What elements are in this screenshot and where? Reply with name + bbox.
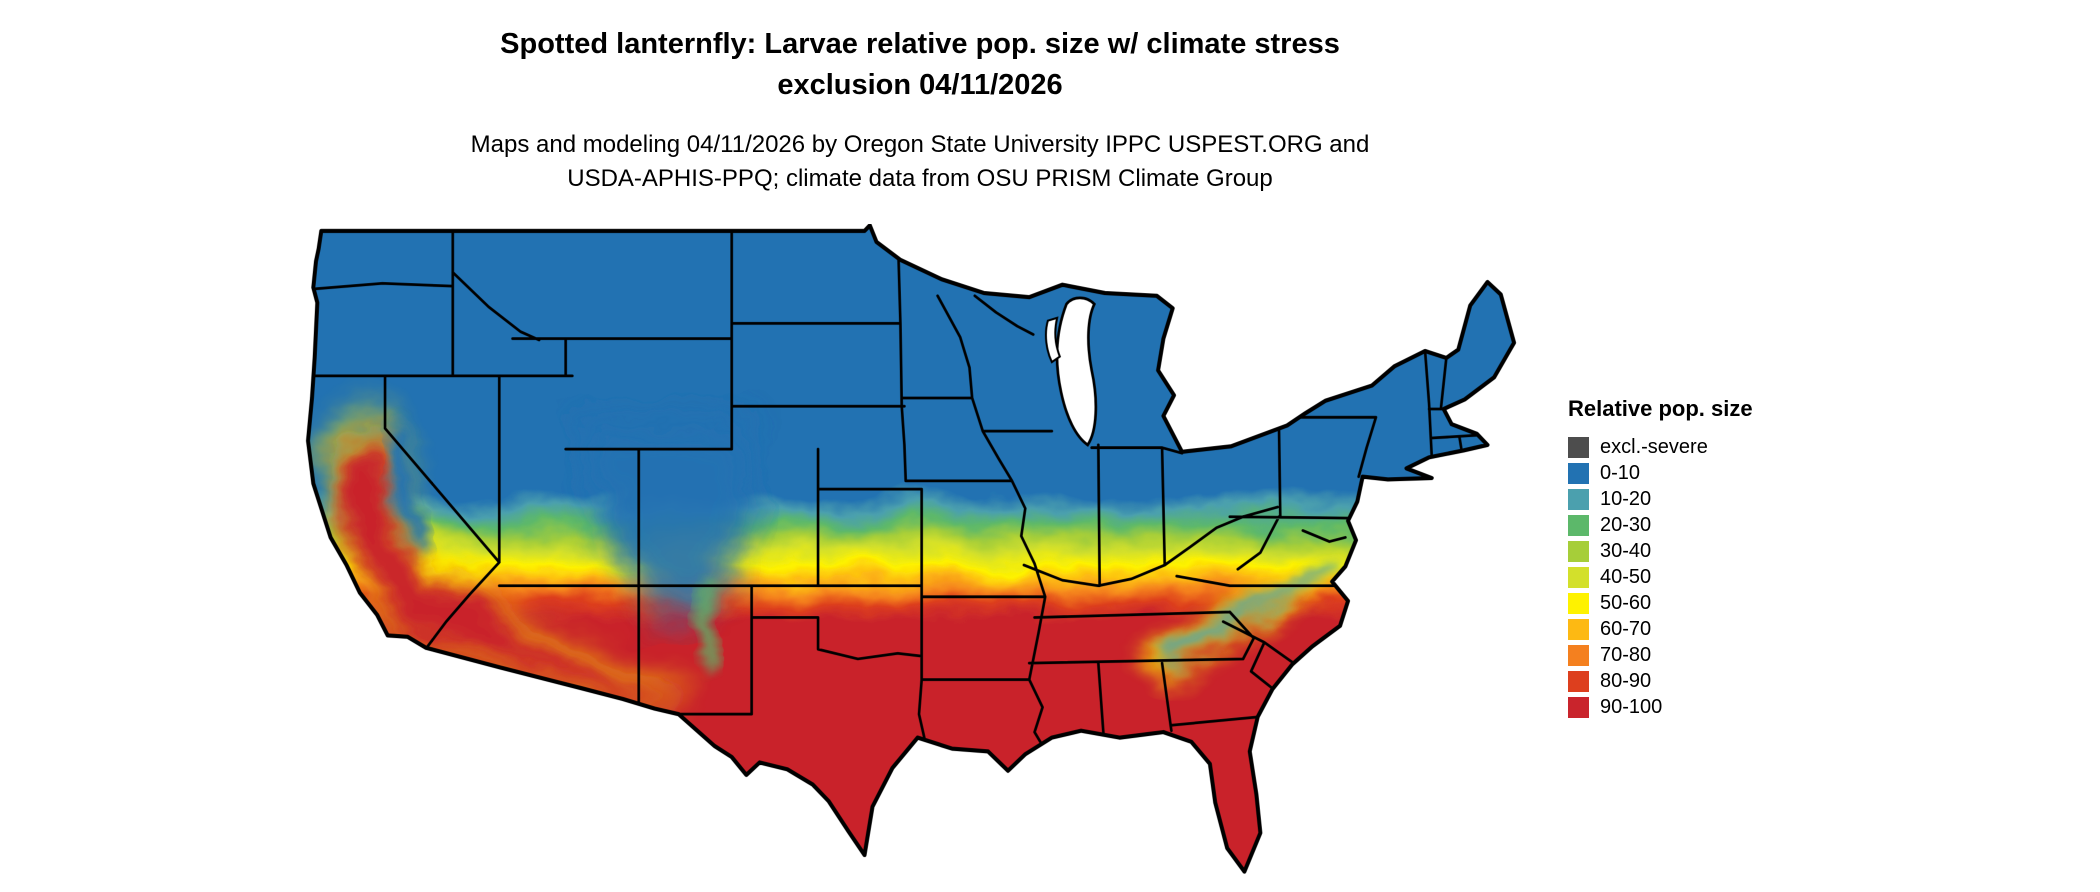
green-bay bbox=[1044, 316, 1061, 364]
legend-item-label: 0-10 bbox=[1600, 461, 1641, 484]
legend-item: 60-70 bbox=[1568, 616, 1753, 642]
us-map bbox=[300, 224, 1522, 884]
map-subtitle-line1: Maps and modeling 04/11/2026 by Oregon S… bbox=[470, 131, 1370, 159]
legend-swatch bbox=[1568, 696, 1589, 718]
legend: Relative pop. size excl.-severe 0-10 10-20… bbox=[1568, 396, 1753, 720]
legend-swatch bbox=[1568, 670, 1589, 692]
legend-item: 0-10 bbox=[1568, 460, 1753, 486]
legend-item: 80-90 bbox=[1568, 668, 1753, 694]
legend-item-label: 20-30 bbox=[1600, 513, 1652, 536]
latitudinal-population-gradient bbox=[307, 225, 1515, 872]
legend-item: 70-80 bbox=[1568, 642, 1753, 668]
new-mexico-highlands-overlay bbox=[693, 585, 719, 680]
legend-item-label: 30-40 bbox=[1600, 539, 1652, 562]
map-subtitle: Maps and modeling 04/11/2026 by Oregon S… bbox=[0, 128, 1840, 195]
legend-item: 40-50 bbox=[1568, 564, 1753, 590]
legend-item: excl.-severe bbox=[1568, 434, 1753, 460]
legend-item: 20-30 bbox=[1568, 512, 1753, 538]
legend-swatch bbox=[1568, 462, 1589, 484]
legend-item: 50-60 bbox=[1568, 590, 1753, 616]
legend-item-label: 50-60 bbox=[1600, 591, 1652, 614]
legend-swatch bbox=[1568, 488, 1589, 510]
legend-swatch bbox=[1568, 540, 1589, 562]
map-title-line1: Spotted lanternfly: Larvae relative pop.… bbox=[500, 28, 1340, 60]
legend-item-label: 40-50 bbox=[1600, 565, 1652, 588]
legend-swatch bbox=[1568, 618, 1589, 640]
legend-swatch bbox=[1568, 436, 1589, 458]
us-map-svg bbox=[305, 224, 1517, 874]
legend-title: Relative pop. size bbox=[1568, 396, 1753, 421]
state-borders bbox=[309, 229, 1479, 752]
legend-item-label: 10-20 bbox=[1600, 487, 1652, 510]
lake-michigan bbox=[1055, 296, 1098, 447]
map-title-line2: exclusion 04/11/2026 bbox=[777, 69, 1063, 102]
california-southwest-high-pop-overlay bbox=[335, 428, 678, 705]
legend-item-label: 80-90 bbox=[1600, 669, 1652, 692]
map-header: Spotted lanternfly: Larvae relative pop.… bbox=[0, 24, 1840, 196]
legend-item-label: excl.-severe bbox=[1600, 435, 1708, 458]
legend-item: 30-40 bbox=[1568, 538, 1753, 564]
legend-item-label: 70-80 bbox=[1600, 643, 1652, 666]
legend-swatch bbox=[1568, 644, 1589, 666]
legend-swatch bbox=[1568, 566, 1589, 588]
legend-item: 90-100 bbox=[1568, 694, 1753, 720]
sierra-nevada-low-pop-overlay bbox=[385, 426, 425, 556]
legend-item-label: 90-100 bbox=[1600, 695, 1663, 718]
legend-item-label: 60-70 bbox=[1600, 617, 1652, 640]
legend-swatch bbox=[1568, 514, 1589, 536]
map-subtitle-line2: USDA-APHIS-PPQ; climate data from OSU PR… bbox=[567, 164, 1273, 192]
map-fill-layer bbox=[307, 225, 1515, 872]
legend-items: excl.-severe 0-10 10-20 20-30 30-40 40-50 50-6… bbox=[1568, 434, 1753, 720]
rocky-mountains-low-pop-overlay bbox=[578, 417, 759, 618]
legend-item: 10-20 bbox=[1568, 486, 1753, 512]
legend-swatch bbox=[1568, 592, 1589, 614]
us-outline bbox=[305, 224, 1517, 874]
